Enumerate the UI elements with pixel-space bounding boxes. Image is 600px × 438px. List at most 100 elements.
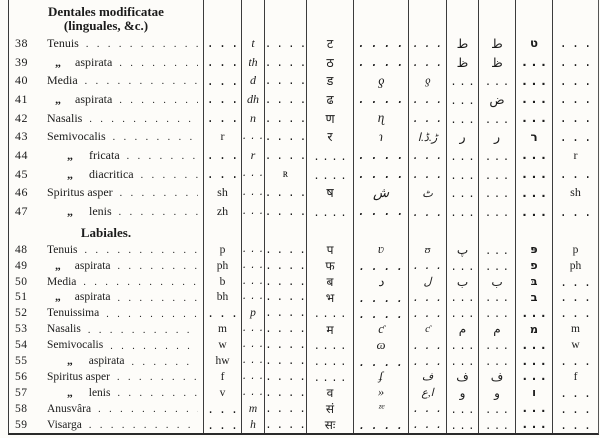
row-number: 44 — [15, 147, 28, 162]
row-label: aspirata — [74, 259, 111, 272]
section-title: Labiales. — [9, 223, 203, 240]
row-label: Media — [47, 73, 78, 88]
cell-devanagari: ष — [306, 183, 353, 203]
cell-latin-roman: m — [203, 321, 241, 338]
cell-latin-smallcaps: .... — [264, 369, 306, 385]
section-title: Dentales modificatae (linguales, &c.) — [9, 2, 203, 33]
cell-persian: ف — [478, 369, 515, 385]
empty-header-cell-latin-roman — [203, 220, 241, 242]
row-label-cell: 57 „ lenis . . . . . . . . . . . . . . . . … — [9, 385, 203, 401]
cell-arabic: ... — [446, 353, 478, 369]
empty-header-cell-latin-final — [552, 0, 598, 34]
cell-latin-final: ph — [552, 257, 598, 274]
cell-latin-smallcaps: .... — [264, 337, 306, 354]
cell-latin-smallcaps: .... — [264, 183, 306, 203]
cell-cursive-script-1: ƈ — [353, 321, 408, 338]
cell-devanagari: ठ — [306, 52, 353, 72]
row-number: 59 — [15, 418, 28, 431]
cell-arabic: ... — [446, 416, 478, 433]
cell-cursive-script-2: ... — [408, 305, 446, 322]
cell-cursive-script-2: ا,ع — [408, 384, 446, 401]
row-number: 55 — [15, 355, 28, 368]
table-row: 54 Semivocalis . . . . . . . . . . . . . .… — [9, 337, 598, 354]
cell-persian: ... — [478, 305, 515, 322]
cell-cursive-script-2: ل — [408, 273, 446, 290]
leader-dots: . . . . . . . . . . . . . . . . . . . . … — [87, 324, 198, 336]
cell-latin-italic: ... — [241, 164, 264, 184]
row-label: Spiritus asper — [47, 185, 113, 200]
row-label-cell: 48 Tenuis . . . . . . . . . . . . . . . . … — [9, 242, 203, 258]
cell-latin-italic: r — [241, 146, 264, 165]
cell-latin-italic: th — [241, 52, 264, 72]
cell-hebrew: ... — [515, 90, 552, 109]
cell-latin-final: f — [552, 369, 598, 385]
leader-dots: . . . . . . . . . . . . . . . . . . . . … — [83, 277, 198, 289]
cell-arabic: ... — [446, 108, 478, 128]
empty-header-cell-latin-final — [552, 220, 598, 242]
cell-latin-italic: ... — [241, 257, 264, 274]
cell-latin-final: ... — [552, 273, 598, 290]
cell-persian: ... — [478, 202, 515, 221]
cell-arabic: ... — [446, 400, 478, 417]
cell-hebrew: ... — [515, 164, 552, 184]
cell-arabic: ب — [446, 273, 478, 290]
ditto-mark: „ — [67, 204, 73, 219]
cell-cursive-script-2: ƈ — [408, 321, 446, 338]
cell-latin-smallcaps: .... — [264, 108, 306, 128]
table-row: 43 Semivocalis . . . . . . . . . . . . . .… — [9, 127, 598, 147]
cell-persian: ... — [478, 241, 515, 258]
cell-hebrew: ... — [515, 108, 552, 128]
row-label-cell: 39 „ aspirata . . . . . . . . . . . . . . .… — [9, 53, 203, 72]
cell-cursive-script-2: ٹ — [408, 183, 446, 203]
cell-persian: ... — [478, 353, 515, 369]
row-number: 38 — [15, 35, 28, 50]
cell-latin-italic: ... — [241, 183, 264, 203]
ditto-mark: „ — [55, 291, 61, 304]
cell-cursive-script-2: ... — [408, 146, 446, 165]
leader-dots: . . . . . . . . . . . . . . . . . . . . … — [119, 94, 198, 106]
cell-cursive-script-1: .... — [353, 353, 408, 369]
row-label-cell: 58 Anusvâra . . . . . . . . . . . . . . . … — [9, 401, 203, 417]
cell-cursive-script-1: .... — [353, 34, 408, 53]
cell-latin-roman: w — [203, 337, 241, 354]
cell-cursive-script-2: ... — [408, 353, 446, 369]
cell-persian: و — [478, 384, 515, 401]
row-number: 57 — [15, 386, 28, 399]
cell-cursive-script-1: .... — [353, 289, 408, 306]
table-row: 53 Nasalis . . . . . . . . . . . . . . . .… — [9, 321, 598, 338]
row-label-cell: 53 Nasalis . . . . . . . . . . . . . . . .… — [9, 321, 203, 337]
section-header-cell: Labiales. — [9, 221, 203, 242]
row-number: 42 — [15, 110, 28, 125]
cell-latin-italic: ... — [241, 369, 264, 385]
row-label: fricata — [89, 147, 120, 162]
cell-latin-italic: p — [241, 305, 264, 322]
empty-header-cell-hebrew — [515, 220, 552, 242]
row-label-cell: 45 „ diacritica . . . . . . . . . . . . . .… — [9, 165, 203, 184]
leader-dots: . . . . . . . . . . . . . . . . . . . . … — [106, 308, 198, 320]
cell-arabic: ظ — [446, 52, 478, 72]
row-label: lenis — [88, 386, 111, 399]
row-number: 41 — [15, 91, 28, 106]
cell-latin-italic: t — [241, 34, 264, 53]
ditto-mark: „ — [67, 147, 73, 162]
leader-dots: . . . . . . . . . . . . . . . . . . . . … — [117, 261, 198, 273]
cell-latin-italic: h — [241, 416, 264, 433]
row-label: Tenuissima — [47, 307, 100, 320]
cell-cursive-script-2: ڑ.ڈ.ا — [408, 127, 446, 147]
cell-latin-final: ... — [552, 71, 598, 91]
cell-latin-final: ... — [552, 34, 598, 53]
leader-dots: . . . . . . . . . . . . . . . . . . . . … — [110, 340, 198, 352]
table-row: 40 Media . . . . . . . . . . . . . . . . .… — [9, 71, 598, 91]
cell-arabic: پ — [446, 241, 478, 258]
cell-cursive-script-1: ƍ — [353, 71, 408, 91]
cell-latin-roman: ... — [203, 108, 241, 128]
cell-cursive-script-1: ᶻᵉ — [353, 400, 408, 417]
leader-dots: . . . . . . . . . . . . . . . . . . . . … — [126, 150, 198, 162]
cell-latin-final: ... — [552, 52, 598, 72]
cell-arabic: ط — [446, 34, 478, 53]
empty-header-cell-cursive-script-1 — [353, 220, 408, 242]
row-number: 54 — [15, 339, 28, 352]
leader-dots: . . . . . . . . . . . . . . . . . . . . … — [117, 388, 198, 400]
cell-devanagari: .... — [306, 369, 353, 385]
